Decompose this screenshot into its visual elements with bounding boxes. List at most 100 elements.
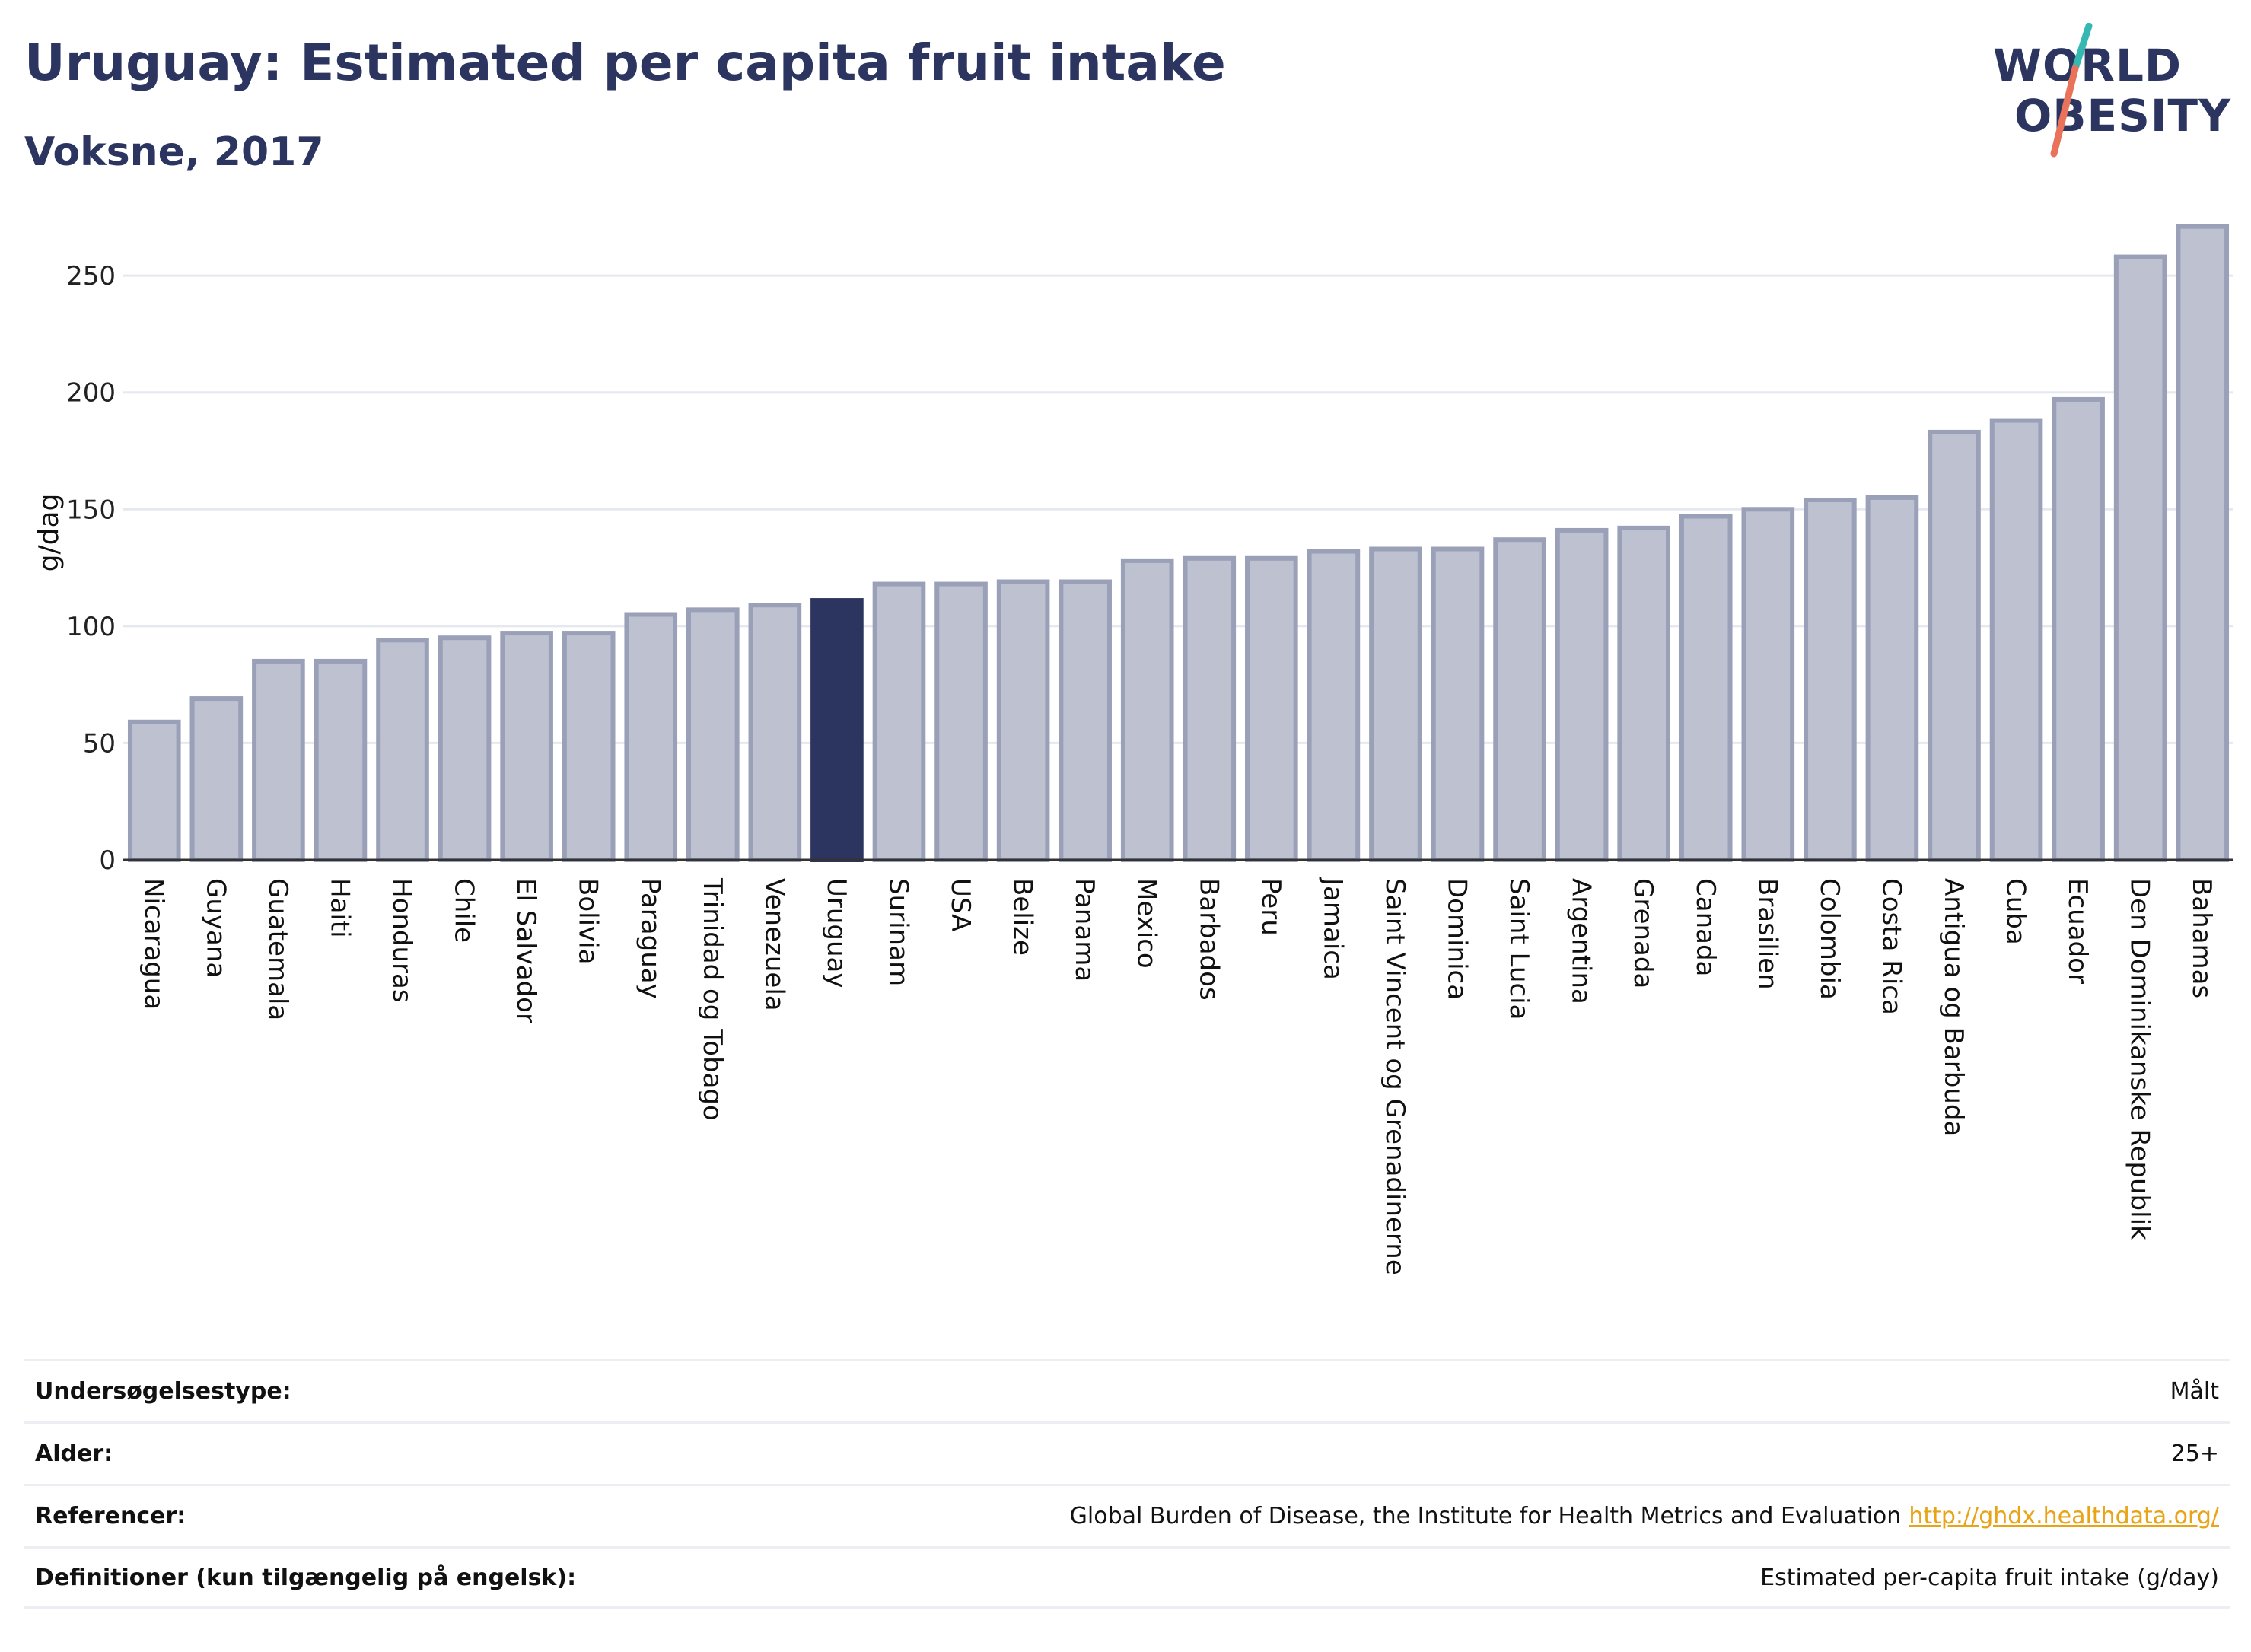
x-tick-label: El Salvador [511, 878, 541, 1023]
info-row-survey-type: Undersøgelsestype: Målt [24, 1359, 2230, 1421]
bar[interactable] [2113, 254, 2167, 863]
x-tick-label: Brasilien [1752, 878, 1782, 990]
info-row-definitions: Definitioner (kun tilgængelig på engelsk… [24, 1546, 2230, 1609]
y-tick-labels: 0 50 100 150 200 250 [66, 261, 116, 876]
bar[interactable] [1555, 527, 1609, 862]
bar[interactable] [1493, 537, 1546, 862]
x-tick-label: Bahamas [2186, 878, 2217, 998]
bar[interactable] [1183, 555, 1237, 862]
bar[interactable] [1431, 546, 1485, 862]
y-tick-label: 50 [83, 728, 116, 759]
x-tick-label: Canada [1690, 878, 1721, 976]
logo-line-1: WORLD [1993, 40, 2183, 91]
bar[interactable] [2052, 396, 2105, 862]
chart-subtitle: Voksne, 2017 [24, 129, 324, 175]
y-tick-label: 0 [99, 845, 116, 876]
bar[interactable] [1245, 555, 1298, 862]
info-value: 25+ [2170, 1440, 2219, 1467]
info-label: Undersøgelsestype: [35, 1378, 291, 1405]
x-tick-label: Venezuela [759, 878, 789, 1011]
bars [127, 224, 2230, 863]
info-value-references: Global Burden of Disease, the Institute … [1070, 1503, 2219, 1529]
bar[interactable] [686, 607, 740, 862]
info-value: Estimated per-capita fruit intake (g/day… [1760, 1564, 2219, 1591]
x-tick-label: Belize [1008, 878, 1038, 956]
world-obesity-logo: WORLD OBESITY [1990, 23, 2233, 160]
x-tick-label: Barbados [1193, 878, 1224, 1001]
bar[interactable] [1865, 495, 1919, 862]
x-tick-label: Uruguay [821, 878, 852, 988]
bar[interactable] [1741, 507, 1795, 862]
logo-slash-icon [2050, 23, 2093, 158]
bar[interactable] [1989, 418, 2043, 863]
info-row-references: Referencer: Global Burden of Disease, th… [24, 1484, 2230, 1546]
logo-line-2: OBESITY [2014, 90, 2232, 142]
x-tick-label: Costa Rica [1876, 878, 1906, 1015]
bar[interactable] [1928, 429, 1981, 862]
x-tick-label: Grenada [1628, 878, 1658, 988]
y-tick-label: 100 [66, 612, 116, 642]
x-tick-label: Bolivia [573, 878, 603, 964]
bar-chart: 0 50 100 150 200 250 Nicaragua Guyana Guatemala… [33, 224, 2233, 1275]
bar[interactable] [500, 631, 553, 862]
x-tick-label: Panama [1069, 878, 1100, 982]
x-tick-label: Mexico [1132, 878, 1162, 969]
bar[interactable] [438, 635, 492, 862]
x-tick-label: Dominica [1442, 878, 1473, 1000]
y-axis-label: g/dag [33, 494, 65, 572]
x-tick-label: Haiti [324, 878, 355, 938]
bar[interactable] [1307, 549, 1361, 862]
info-label: Alder: [35, 1440, 113, 1467]
x-tick-label: Honduras [387, 878, 417, 1003]
bar[interactable] [1617, 525, 1670, 862]
bar[interactable] [996, 579, 1050, 862]
x-tick-label: Ecuador [2062, 878, 2093, 984]
x-tick-label: USA [945, 878, 976, 931]
bar[interactable] [376, 638, 429, 862]
bar[interactable] [1120, 558, 1174, 862]
reference-text: Global Burden of Disease, the Institute … [1069, 1503, 1902, 1529]
bar[interactable] [1369, 546, 1422, 862]
x-tick-label: Nicaragua [138, 878, 169, 1010]
reference-link[interactable]: http://ghdx.healthdata.org/ [1909, 1503, 2219, 1529]
info-label: Definitioner (kun tilgængelig på engelsk… [35, 1564, 577, 1591]
bar[interactable] [872, 581, 926, 862]
bar[interactable] [2176, 224, 2230, 862]
x-tick-label: Peru [1256, 878, 1286, 936]
bar[interactable] [314, 658, 368, 863]
x-tick-label: Den Dominikanske Republik [2125, 878, 2155, 1240]
x-tick-label: Jamaica [1317, 877, 1348, 980]
bar[interactable] [127, 719, 181, 862]
x-tick-label: Paraguay [635, 878, 665, 999]
x-tick-label: Guatemala [263, 878, 293, 1020]
y-tick-label: 250 [66, 261, 116, 291]
x-tick-label: Antigua og Barbuda [1938, 878, 1969, 1136]
bar[interactable] [624, 612, 678, 862]
info-row-age: Alder: 25+ [24, 1421, 2230, 1484]
info-table: Undersøgelsestype: Målt Alder: 25+ Refer… [24, 1359, 2230, 1609]
chart-title: Uruguay: Estimated per capita fruit inta… [24, 33, 1226, 92]
bar[interactable] [1059, 579, 1112, 862]
x-tick-label: Chile [449, 878, 479, 943]
x-tick-label: Argentina [1566, 878, 1597, 1004]
bar[interactable] [1804, 498, 1857, 862]
x-tick-label: Guyana [200, 878, 231, 978]
bar[interactable] [252, 658, 305, 863]
bar[interactable] [934, 581, 988, 862]
x-tick-label: Cuba [2001, 878, 2031, 945]
info-label: Referencer: [35, 1503, 186, 1529]
x-tick-label: Trinidad og Tobago [697, 877, 728, 1121]
y-tick-label: 150 [66, 495, 116, 525]
bar[interactable] [562, 631, 616, 862]
bar[interactable] [1679, 514, 1733, 862]
x-tick-label: Saint Vincent og Grenadinerne [1380, 878, 1410, 1275]
info-value: Målt [2170, 1378, 2219, 1405]
x-tick-labels: Nicaragua Guyana Guatemala Haiti Honduras Chi… [138, 877, 2217, 1275]
bar[interactable] [189, 696, 244, 862]
y-tick-label: 200 [66, 378, 116, 409]
x-tick-label: Colombia [1814, 878, 1845, 1000]
bar[interactable] [810, 598, 864, 862]
x-tick-label: Surinam [883, 878, 913, 986]
bar[interactable] [748, 603, 802, 862]
x-tick-label: Saint Lucia [1504, 878, 1534, 1020]
